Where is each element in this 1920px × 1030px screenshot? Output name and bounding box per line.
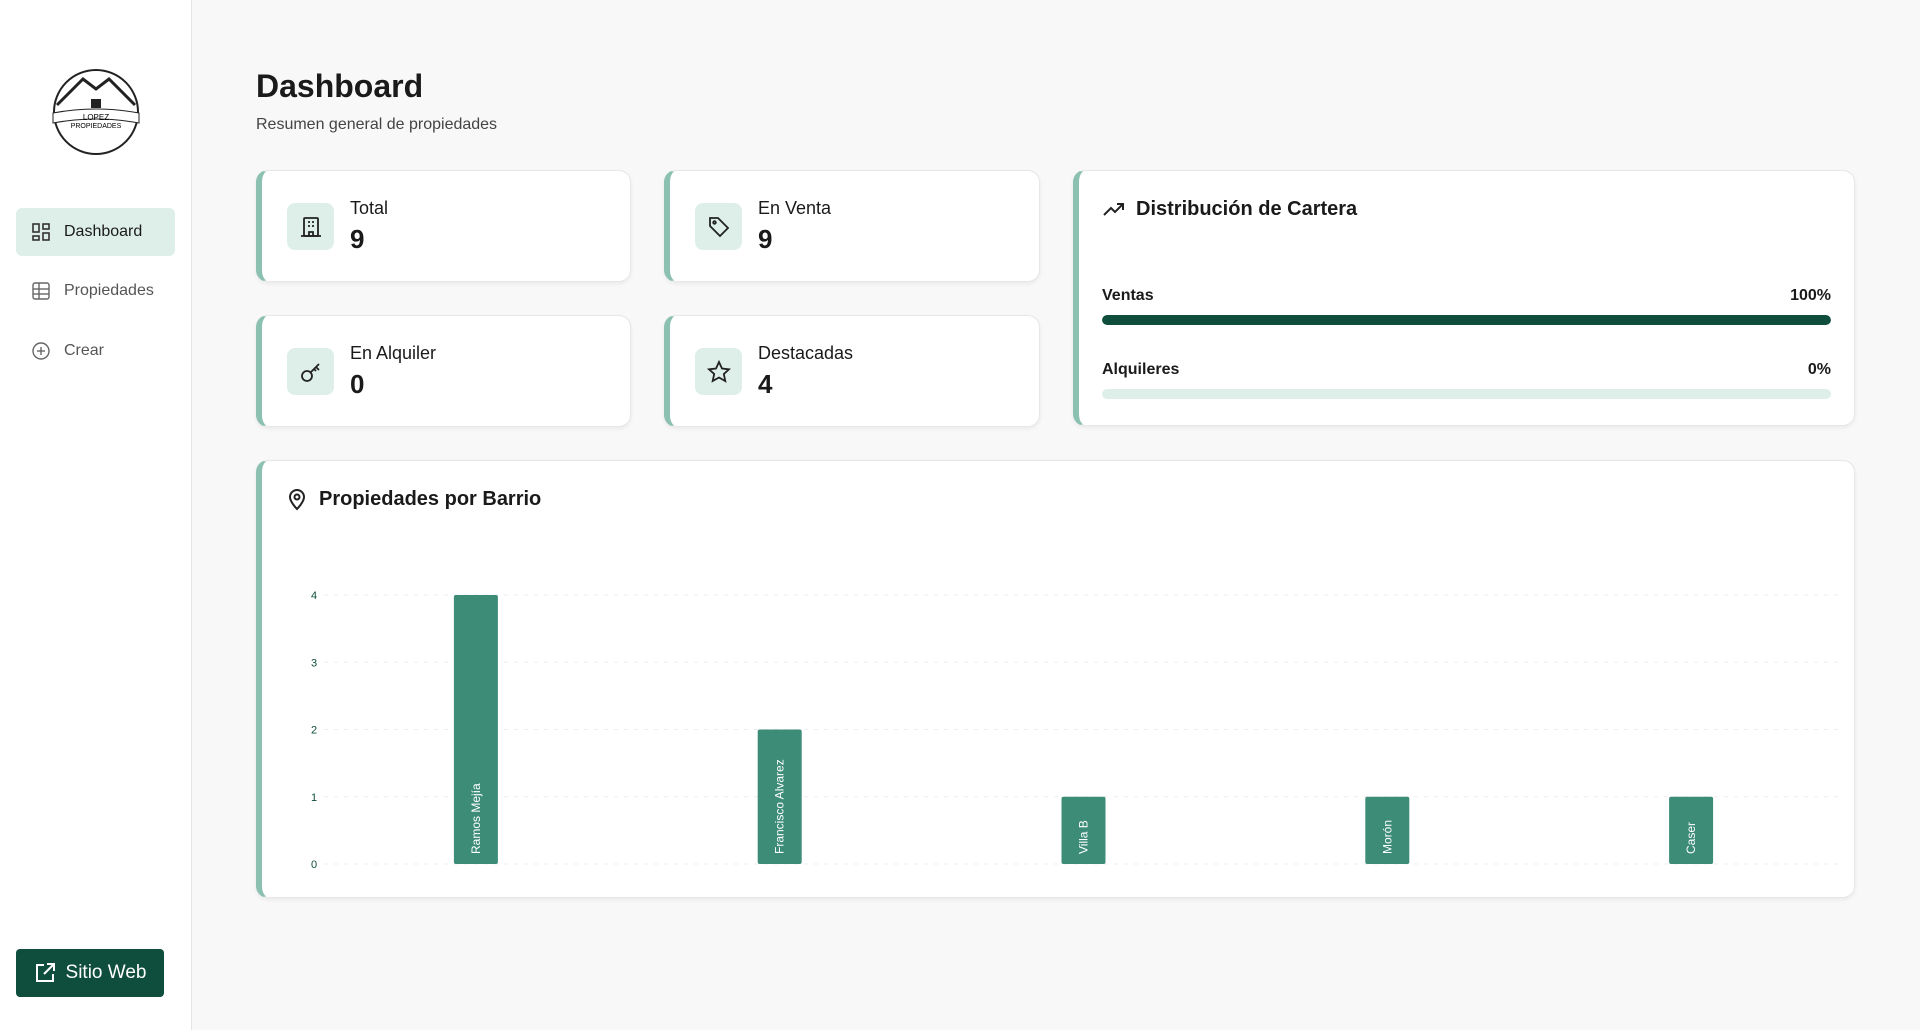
stat-value: 0 [350, 369, 365, 399]
logo-text: LOPEZ [83, 113, 109, 122]
distribution-card: Distribución de Cartera Ventas 100% Alquil… [1073, 170, 1855, 426]
card-title: Distribución de Cartera [1102, 197, 1357, 221]
site-button[interactable]: Sitio Web [16, 949, 164, 997]
y-tick-label: 4 [311, 590, 317, 602]
stat-label: Total [350, 198, 389, 218]
icon [695, 203, 742, 250]
bar [1061, 796, 1106, 864]
stat-label: En Alquiler [350, 343, 437, 363]
bar [453, 595, 498, 864]
progress-bar [1102, 315, 1831, 325]
button-label: Sitio Web [65, 962, 147, 983]
nav-item[interactable]: Crear [16, 327, 175, 375]
page-title: Dashboard [256, 68, 424, 104]
stat-card: En Alquiler 0 [256, 315, 631, 427]
stat-card: Destacadas 4 [664, 315, 1040, 427]
y-tick-label: 3 [311, 657, 317, 669]
nav-item[interactable]: Dashboard [16, 208, 175, 256]
icon [287, 348, 334, 395]
dist-value: 100% [1790, 287, 1831, 304]
bar [1669, 796, 1714, 864]
bar [757, 729, 802, 864]
chart-card: Propiedades por Barrio 0 1 2 3 4 Ramos Mejía F… [256, 460, 1855, 898]
stat-card: Total 9 [256, 170, 631, 282]
icon [695, 348, 742, 395]
stat-value: 9 [758, 224, 773, 254]
bar-label: Ramos Mejía [469, 783, 483, 854]
stat-label: En Venta [758, 198, 832, 218]
stat-label: Destacadas [758, 343, 854, 363]
dist-value: 0% [1807, 361, 1831, 378]
nav-item[interactable]: Propiedades [16, 267, 175, 315]
bar-label: Morón [1380, 820, 1394, 854]
stat-value: 9 [350, 224, 365, 254]
icon [287, 203, 334, 250]
bar-label: Villa B [1077, 820, 1091, 854]
stat-card: En Venta 9 [664, 170, 1040, 282]
page-subtitle: Resumen general de propiedades [256, 116, 498, 133]
bar-label: Francisco Alvarez [773, 759, 787, 854]
dist-label: Alquileres [1102, 361, 1180, 378]
logo-text: PROPIEDADES [71, 123, 122, 130]
y-tick-label: 0 [311, 859, 317, 871]
title-text: Distribución de Cartera [1136, 197, 1358, 220]
nav-label: Dashboard [64, 223, 143, 240]
bar-label: Caser [1684, 822, 1698, 854]
nav-label: Crear [64, 342, 105, 359]
nav-label: Propiedades [64, 282, 154, 299]
y-tick-label: 1 [311, 792, 317, 804]
card-title: Propiedades por Barrio [285, 487, 541, 511]
progress-track [1102, 389, 1831, 399]
stat-value: 4 [758, 369, 773, 399]
bar [1365, 796, 1410, 864]
sidebar: LOPEZ PROPIEDADES Dashboard Propiedades … [0, 0, 192, 1030]
logo: LOPEZ PROPIEDADES [52, 69, 140, 155]
chart: 0 1 2 3 4 Ramos Mejía Francisco Alvarez Villa B… [311, 590, 1843, 871]
y-tick-label: 2 [311, 725, 317, 737]
progress-track [1102, 315, 1831, 325]
title-text: Propiedades por Barrio [319, 487, 542, 510]
dist-label: Ventas [1102, 287, 1154, 304]
